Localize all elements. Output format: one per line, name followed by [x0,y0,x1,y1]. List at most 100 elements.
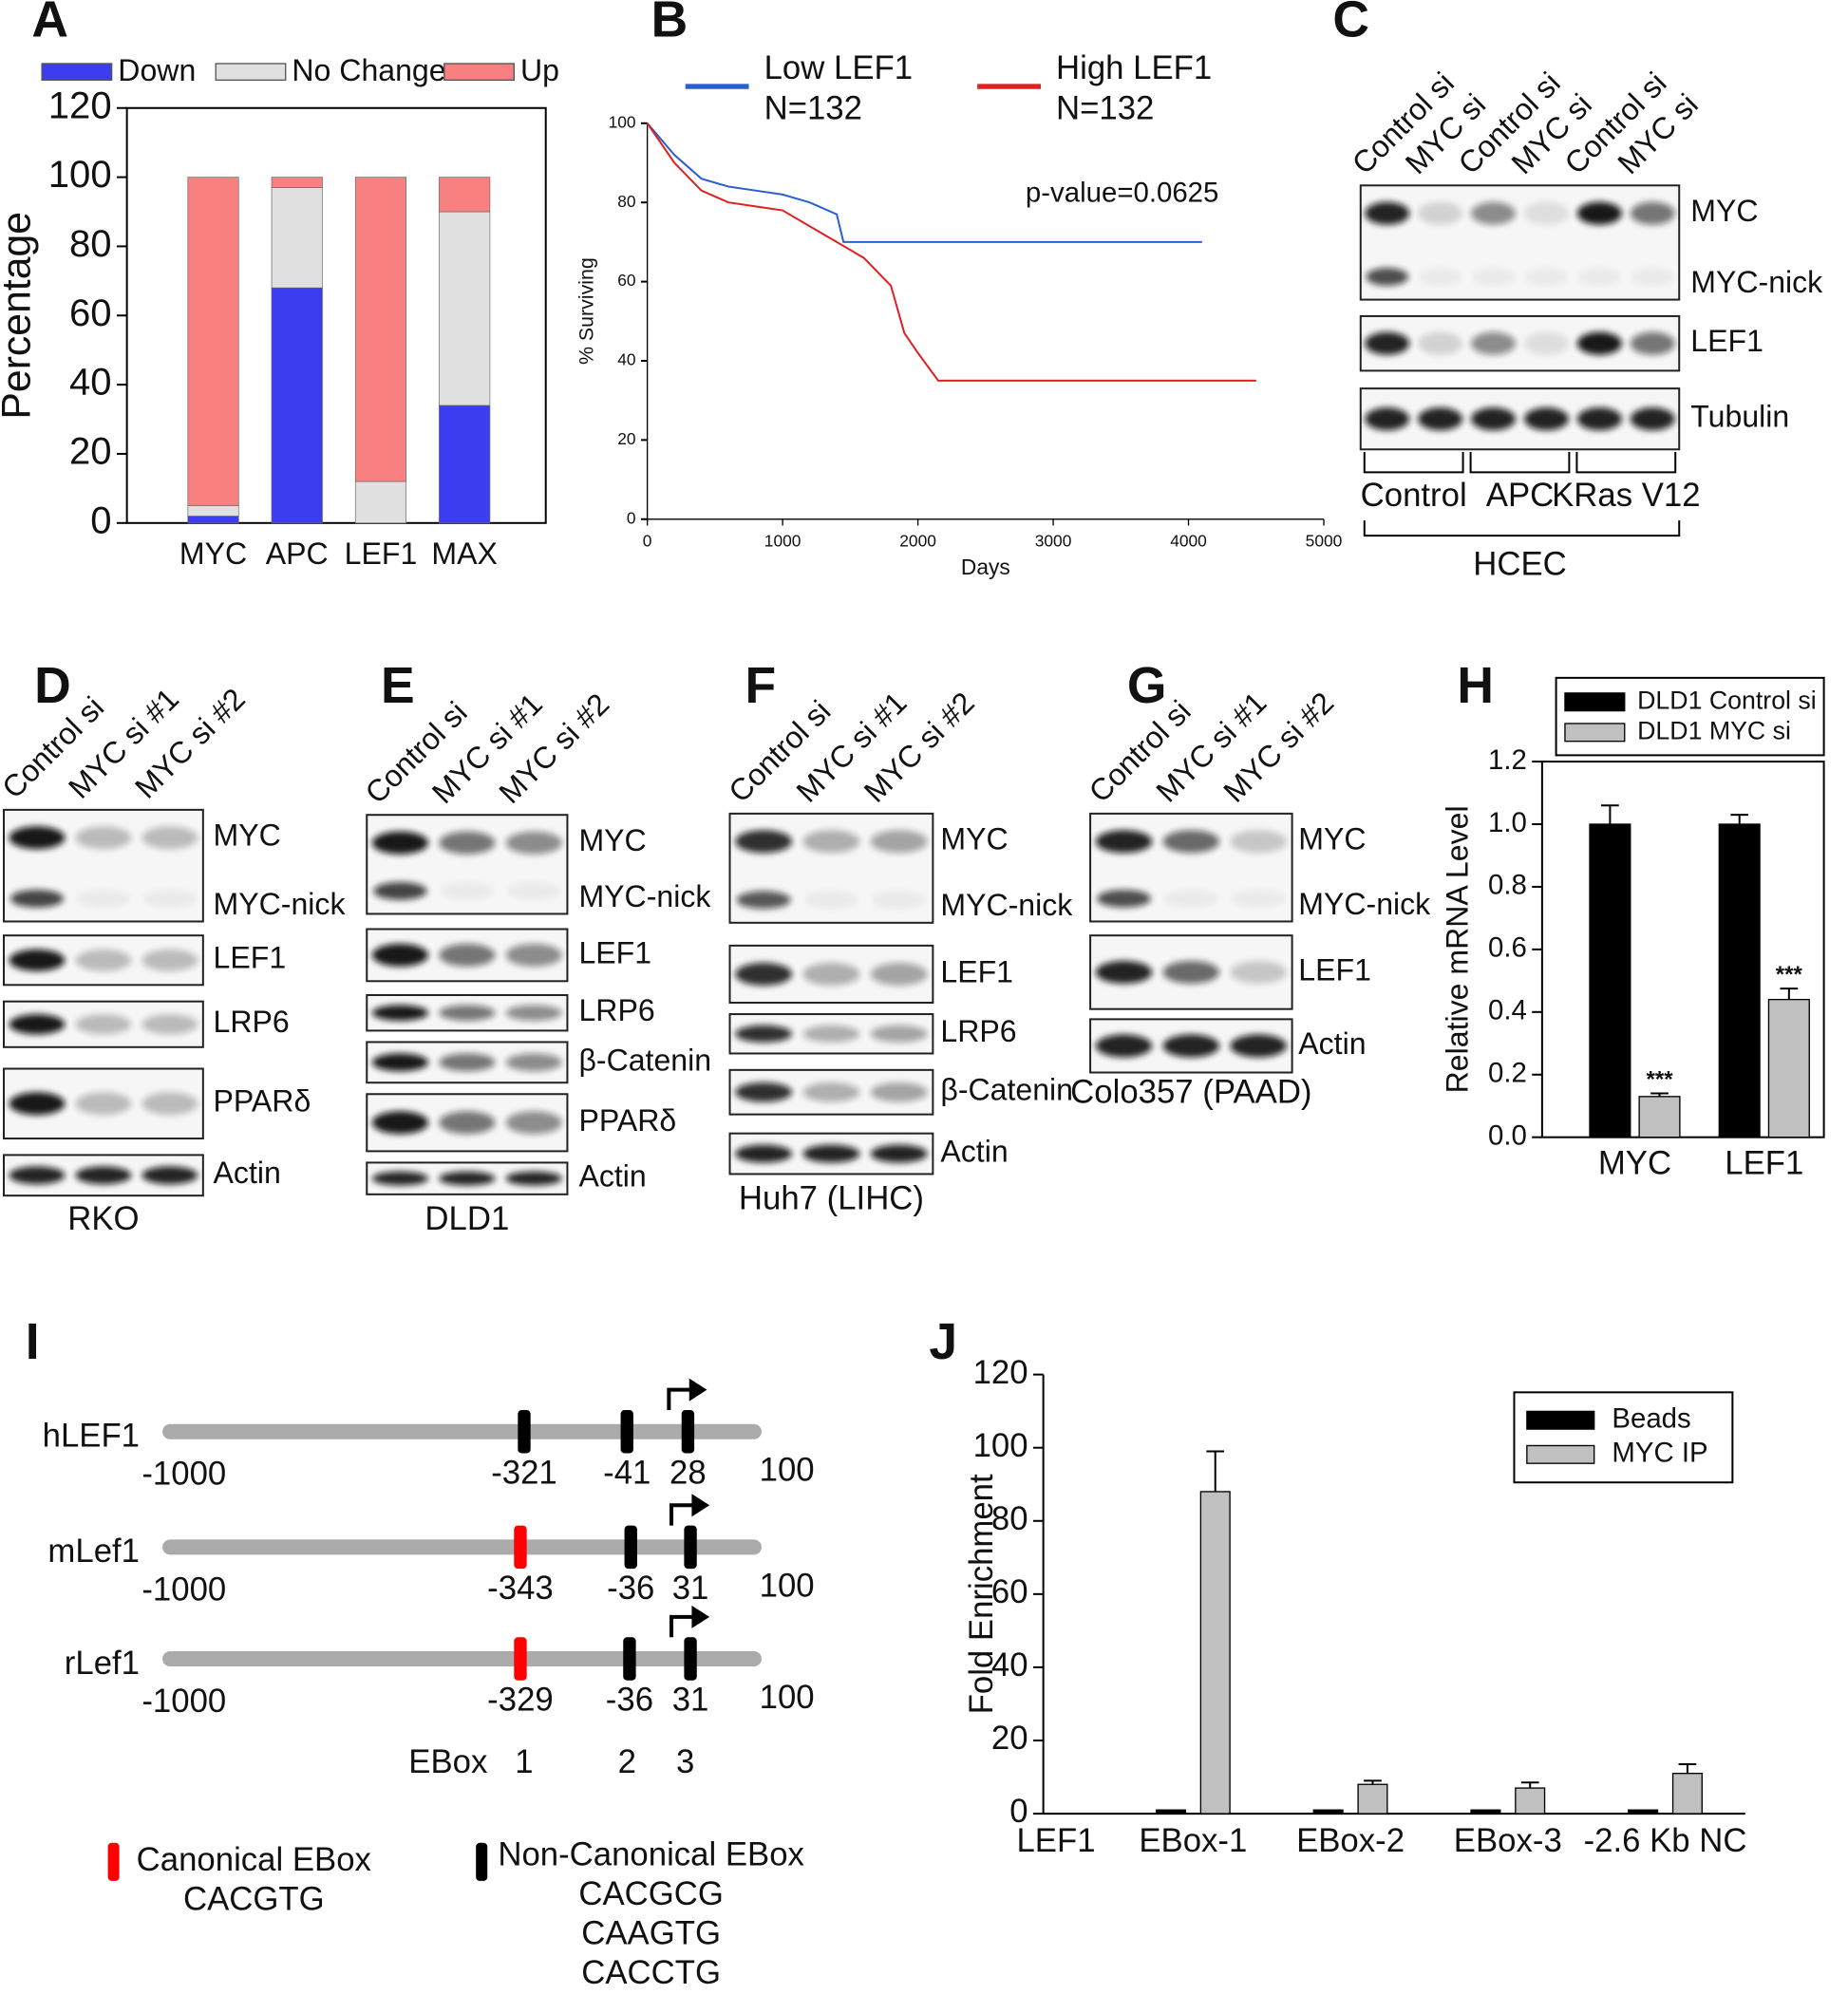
cell-line: Huh7 (LIHC) [739,1181,924,1217]
blot-band [1162,1034,1220,1058]
y-axis-label: Relative mRNA Level [1440,805,1474,1093]
blot-band [1578,268,1621,286]
x-tick-label: LEF1 [345,536,418,571]
bar [1357,1783,1388,1815]
bar-segment [187,177,239,506]
panel-letter: I [26,1314,40,1370]
ebox-number: 2 [618,1744,636,1780]
blot-band [870,1082,928,1102]
blot-band [371,831,429,855]
legend-n: N=132 [1056,91,1154,127]
blot-band [1162,830,1220,854]
y-tick-label: 1.2 [1488,744,1527,776]
blot-band [735,1025,793,1043]
bar [1767,998,1810,1138]
blot-band [735,962,793,986]
ebox-site [623,1637,636,1681]
y-tick-label: 60 [991,1574,1028,1610]
bar-segment [271,177,323,188]
tss-arrowhead [691,1605,710,1628]
blot-band [1630,331,1675,355]
tss-arrow [669,1503,695,1526]
legend-box [1513,1391,1734,1484]
y-tick-label: 100 [48,154,112,196]
legend-swatch [1526,1444,1595,1464]
blot-band [870,962,928,986]
blot-band [75,1014,132,1035]
x-tick-label: MAX [431,536,497,571]
x-tick-label: 1000 [764,531,801,550]
legend-sequence: CACGCG [578,1876,724,1912]
blot-band [1471,407,1517,431]
blot-band [1576,331,1622,355]
legend-n: N=132 [764,91,862,127]
error-bar [1730,814,1749,825]
legend-swatch [1564,723,1626,743]
end-label: 100 [760,1680,815,1716]
x-tick-label: 0 [643,531,652,550]
blot-band [141,949,198,971]
legend-sequence: CAAGTG [581,1916,721,1952]
promoter-line [162,1650,762,1667]
x-tick-label: APC [266,536,329,571]
blot-band [802,1082,860,1102]
legend-label: High LEF1 [1056,50,1212,86]
panel-letter: D [34,658,71,714]
blot-band [1472,268,1515,286]
significance: *** [1646,1067,1673,1093]
survival-line [646,122,1202,243]
bar [1515,1787,1546,1815]
band-label: PPARδ [578,1103,676,1138]
blot-band [76,890,130,908]
blot-band [1366,268,1409,286]
site-label: 31 [672,1571,709,1607]
bar-segment [354,480,407,524]
band-label: LRP6 [578,993,654,1027]
blot-band [1365,331,1410,355]
y-tick-label: 120 [48,85,112,126]
band-label: LEF1 [214,941,287,975]
end-label: 100 [760,1568,815,1604]
x-tick-label: MYC [1598,1145,1671,1181]
blot-band [439,1171,496,1186]
bar [1628,1809,1659,1815]
ebox-site [620,1410,633,1454]
blot-band [1231,890,1286,908]
blot-band [1523,201,1569,225]
tss-arrow [669,1614,695,1638]
blot-band [735,1082,793,1102]
blot-band [439,831,496,855]
error-bar [1206,1450,1225,1492]
blot-band [440,882,495,900]
site-label: -329 [487,1683,554,1719]
blot-band [141,1014,198,1035]
blot-band [1365,407,1410,431]
panel-letter: A [31,0,68,47]
blot-band [1164,890,1218,908]
legend-box [1555,676,1825,757]
x-axis-label: LEF1 [1016,1823,1095,1859]
legend-swatch [215,63,287,82]
band-label: MYC-nick [940,888,1073,922]
x-tick-label: EBox-1 [1139,1823,1247,1859]
y-axis-label: % Surviving [575,257,597,365]
blot-band [75,1166,132,1185]
legend-swatch [41,63,113,82]
tss-arrow [667,1387,692,1411]
legend-label: Low LEF1 [764,50,913,86]
band-label: MYC [1298,822,1366,856]
panel-letter: E [381,658,415,714]
bar-segment [271,287,323,524]
error-bar [1678,1763,1697,1774]
cell-line: Colo357 (PAAD) [1070,1074,1311,1110]
y-tick-label: 80 [991,1501,1028,1537]
x-tick-label: MYC [179,536,247,571]
error-bar [1520,1781,1539,1789]
legend-label: Beads [1612,1403,1690,1435]
group-bracket [1469,451,1571,474]
bar [1718,823,1761,1138]
blot-band [1230,830,1287,854]
ebox-site [681,1410,695,1454]
bar [1671,1773,1703,1815]
band-label: MYC [578,823,646,857]
